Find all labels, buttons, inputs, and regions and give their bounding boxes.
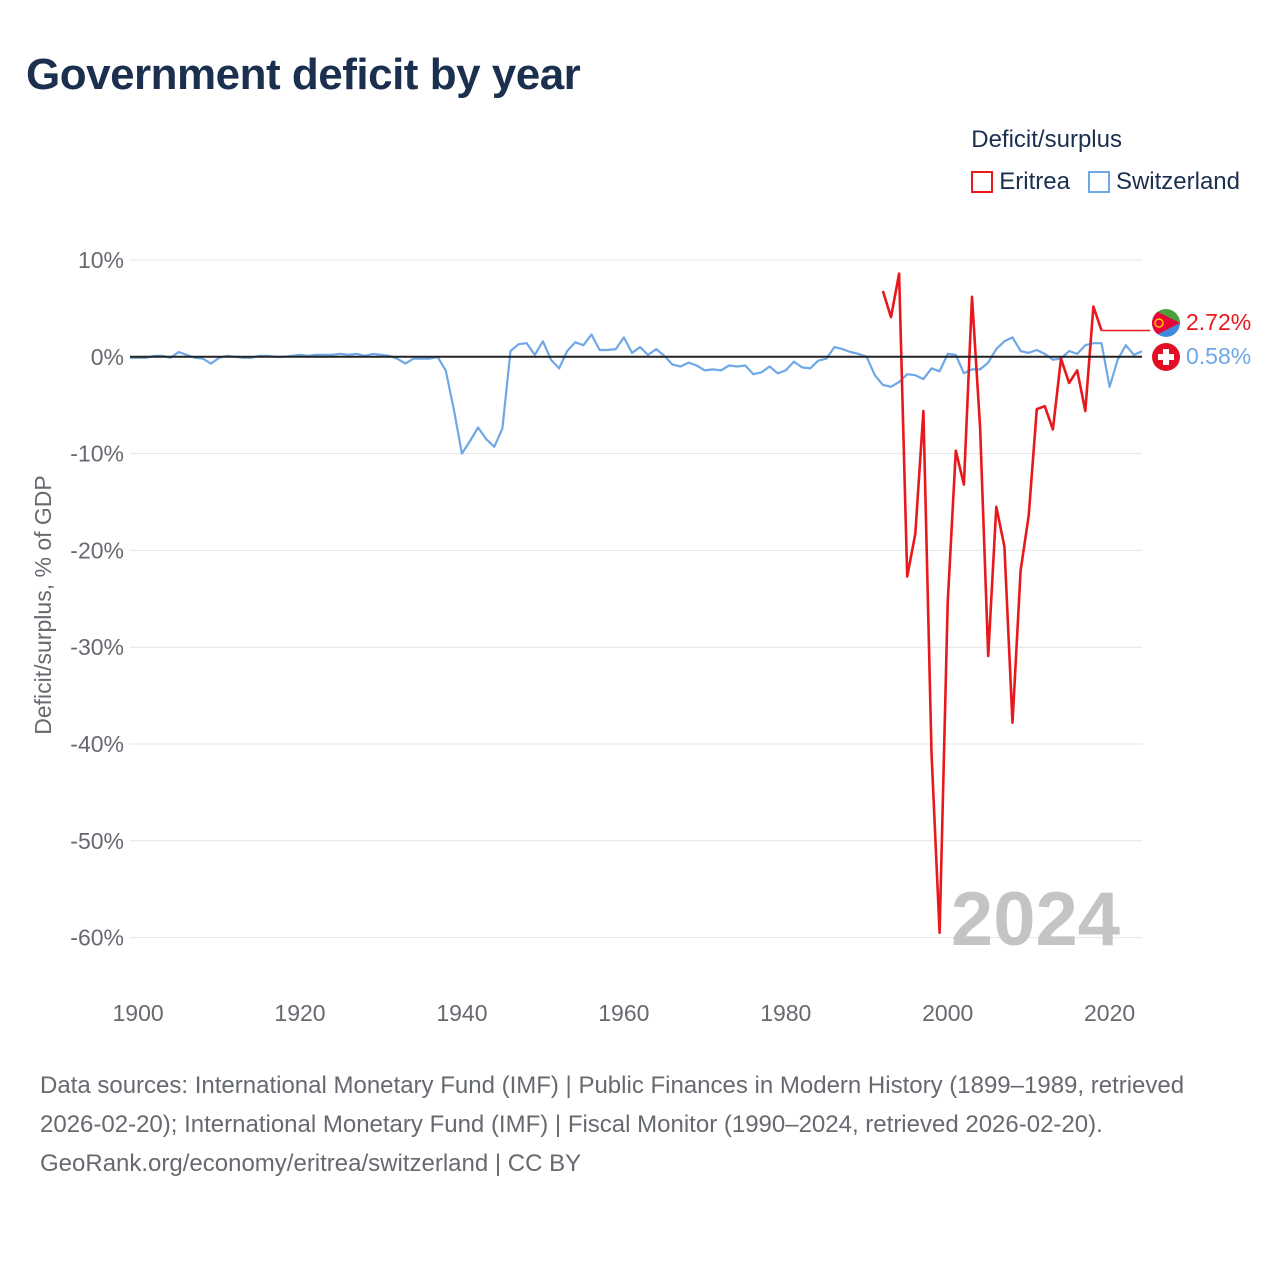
y-tick-label: -40% — [70, 731, 124, 757]
x-tick-label: 2020 — [1084, 1000, 1135, 1026]
y-tick-label: -50% — [70, 828, 124, 854]
series-line-eritrea[interactable] — [881, 272, 1103, 935]
end-labels: 2.72% 0.58% — [1101, 309, 1251, 371]
data-sources: Data sources: International Monetary Fun… — [40, 1072, 1185, 1138]
y-axis-label: Deficit/surplus, % of GDP — [30, 475, 56, 734]
legend-label-switzerland: Switzerland — [1115, 168, 1240, 195]
credit-link[interactable]: GeoRank.org/economy/eritrea/switzerland … — [40, 1150, 582, 1177]
eritrea-end-value: 2.72% — [1186, 309, 1251, 335]
x-tick-label: 1980 — [760, 1000, 811, 1026]
x-tick-label: 2000 — [922, 1000, 973, 1026]
chart-title: Government deficit by year — [26, 50, 581, 99]
y-tick-label: 0% — [91, 344, 124, 370]
x-tick-label: 1900 — [113, 1000, 164, 1026]
switzerland-flag-icon — [1152, 343, 1180, 371]
year-watermark: 2024 — [951, 877, 1120, 962]
x-tick-label: 1960 — [598, 1000, 649, 1026]
x-tick-label: 1940 — [436, 1000, 487, 1026]
eritrea-flag-icon — [1152, 309, 1180, 337]
legend-title: Deficit/surplus — [971, 126, 1122, 153]
legend-swatch-switzerland — [1087, 171, 1110, 193]
legend-item-switzerland[interactable]: Switzerland — [1087, 168, 1240, 196]
legend-item-eritrea[interactable]: Eritrea — [971, 168, 1070, 196]
legend-label-eritrea: Eritrea — [999, 168, 1070, 195]
y-tick-labels: 10% 0% -10% -20% -30% -40% -50% -60% — [70, 247, 124, 951]
switzerland-end-value: 0.58% — [1186, 343, 1251, 369]
x-tick-labels: 1900 1920 1940 1960 1980 2000 2020 — [113, 1000, 1136, 1026]
series-line-switzerland[interactable] — [130, 333, 1143, 455]
series-layer — [130, 272, 1143, 935]
y-tick-label: -20% — [70, 537, 124, 563]
y-tick-label: -10% — [70, 441, 124, 467]
y-tick-label: -30% — [70, 634, 124, 660]
x-tick-label: 1920 — [274, 1000, 325, 1026]
legend-swatch-eritrea — [971, 171, 994, 193]
y-tick-label: -60% — [70, 925, 124, 951]
legend: Deficit/surplus Eritrea Switzerland — [971, 126, 1240, 196]
footer: Data sources: International Monetary Fun… — [40, 1066, 1240, 1183]
y-tick-label: 10% — [78, 247, 124, 273]
chart-area: 10%0%-10%-20%-30%-40%-50%-60% 1900 1920 19… — [30, 247, 1251, 1026]
